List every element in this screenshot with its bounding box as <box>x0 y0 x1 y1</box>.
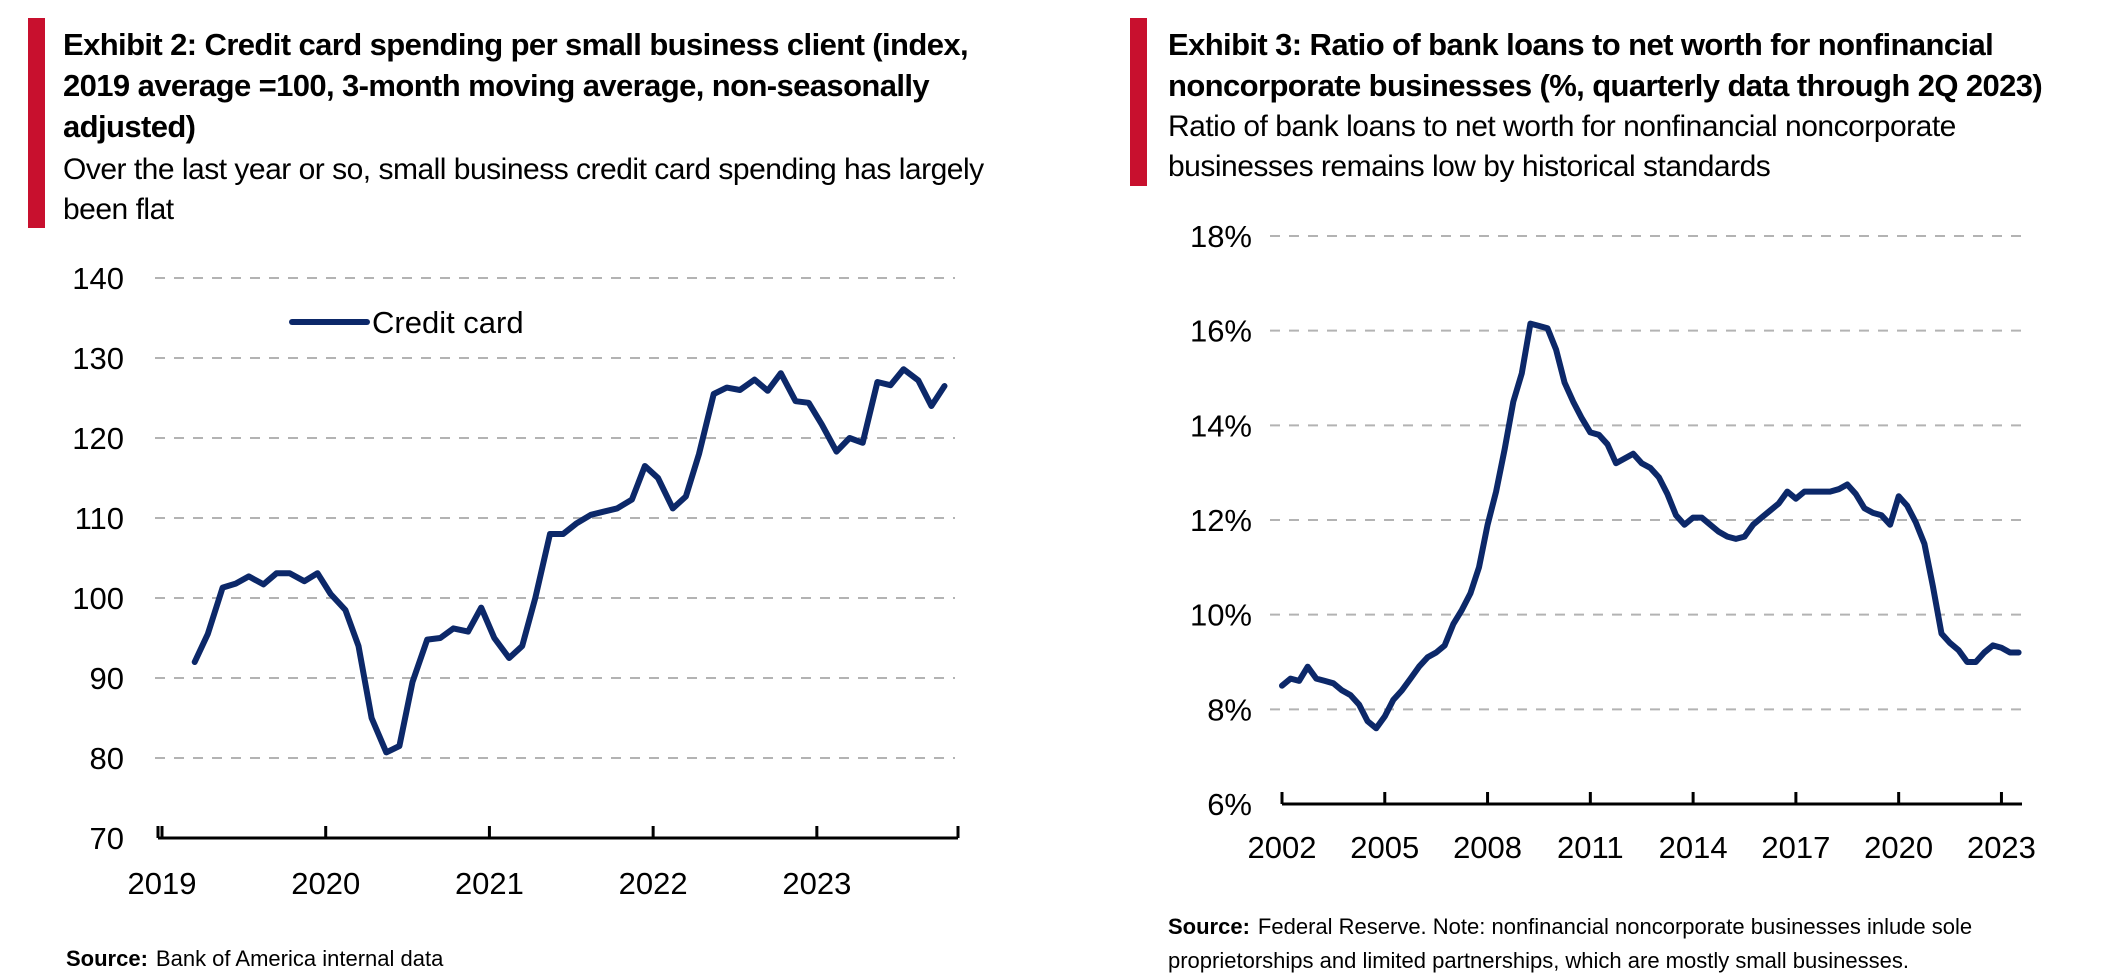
x-tick-label: 2020 <box>291 866 360 901</box>
exhibit-2-source-text: Bank of America internal data <box>155 946 444 971</box>
exhibit-2-subtitle-line: Over the last year or so, small business… <box>63 153 984 186</box>
y-tick-label: 90 <box>90 661 124 696</box>
x-tick-label: 2011 <box>1557 830 1624 865</box>
y-tick-label: 70 <box>90 821 124 856</box>
y-tick-label: 8% <box>1207 692 1252 727</box>
exhibit-3-subtitle-line: businesses remains low by historical sta… <box>1168 150 1771 183</box>
exhibit-2-source-label: Source: <box>66 946 148 971</box>
x-tick-label: 2002 <box>1248 830 1317 865</box>
y-tick-label: 12% <box>1190 503 1252 538</box>
x-tick-label: 2023 <box>1967 830 2036 865</box>
x-tick-label: 2023 <box>782 866 851 901</box>
exhibit-3-title-line: Exhibit 3: Ratio of bank loans to net wo… <box>1168 27 1994 62</box>
exhibit-2-accent-bar <box>28 18 45 228</box>
y-tick-label: 16% <box>1190 314 1252 349</box>
series-line <box>191 366 948 756</box>
exhibit-2-source: Source: Bank of America internal data <box>66 942 966 976</box>
exhibit-2-title-line: Exhibit 2: Credit card spending per smal… <box>63 27 969 62</box>
exhibit-2-subtitle: Over the last year or so, small business… <box>63 150 1003 230</box>
exhibit-2-title-line: 2019 average =100, 3-month moving averag… <box>63 68 930 103</box>
exhibit-3-title: Exhibit 3: Ratio of bank loans to net wo… <box>1168 24 2118 106</box>
legend-label: Credit card <box>372 305 524 340</box>
y-tick-label: 80 <box>90 741 124 776</box>
x-tick-label: 2017 <box>1761 830 1830 865</box>
exhibit-3-subtitle-line: Ratio of bank loans to net worth for non… <box>1168 110 1956 143</box>
exhibit-3-source-line: proprietorships and limited partnerships… <box>1168 948 1909 973</box>
exhibit-2-subtitle-line: been flat <box>63 193 174 226</box>
x-tick-label: 2005 <box>1350 830 1419 865</box>
exhibit-3-panel: Exhibit 3: Ratio of bank loans to net wo… <box>1130 0 2118 973</box>
y-tick-label: 6% <box>1207 787 1252 822</box>
y-tick-label: 140 <box>72 261 124 296</box>
y-tick-label: 18% <box>1190 219 1252 254</box>
series-line <box>1279 320 2022 732</box>
exhibit-3-source-line: Source: Federal Reserve. Note: nonfinanci… <box>1168 910 2108 944</box>
y-tick-label: 10% <box>1190 598 1252 633</box>
exhibit-2-title: Exhibit 2: Credit card spending per smal… <box>63 24 1003 147</box>
x-tick-label: 2014 <box>1659 830 1728 865</box>
y-tick-label: 100 <box>72 581 124 616</box>
x-tick-label: 2022 <box>619 866 688 901</box>
exhibit-3-source-text: Federal Reserve. Note: nonfinancial nonc… <box>1257 914 1973 939</box>
exhibit-3-source-label: Source: <box>1168 914 1250 939</box>
exhibit-2-title-line: adjusted) <box>63 109 196 144</box>
y-tick-label: 14% <box>1190 408 1252 443</box>
x-tick-label: 2021 <box>455 866 524 901</box>
exhibit-3-accent-bar <box>1130 18 1147 186</box>
x-tick-label: 2020 <box>1864 830 1933 865</box>
x-tick-label: 2019 <box>128 866 197 901</box>
exhibit-3-source: Source: Federal Reserve. Note: nonfinanci… <box>1168 910 2108 978</box>
y-tick-label: 110 <box>75 501 124 536</box>
exhibit-3-title-line: noncorporate businesses (%, quarterly da… <box>1168 68 2043 103</box>
exhibit-3-subtitle: Ratio of bank loans to net worth for non… <box>1168 107 2118 187</box>
y-tick-label: 130 <box>72 341 124 376</box>
exhibit-3-line-chart: 18% 16% 14% 12% 10% 8% 6% 2002 2005 2008 2011 2014 2… <box>1190 219 2036 865</box>
y-tick-label: 120 <box>72 421 124 456</box>
x-tick-label: 2008 <box>1453 830 1522 865</box>
exhibit-2-panel: Exhibit 2: Credit card spending per smal… <box>0 0 1000 972</box>
